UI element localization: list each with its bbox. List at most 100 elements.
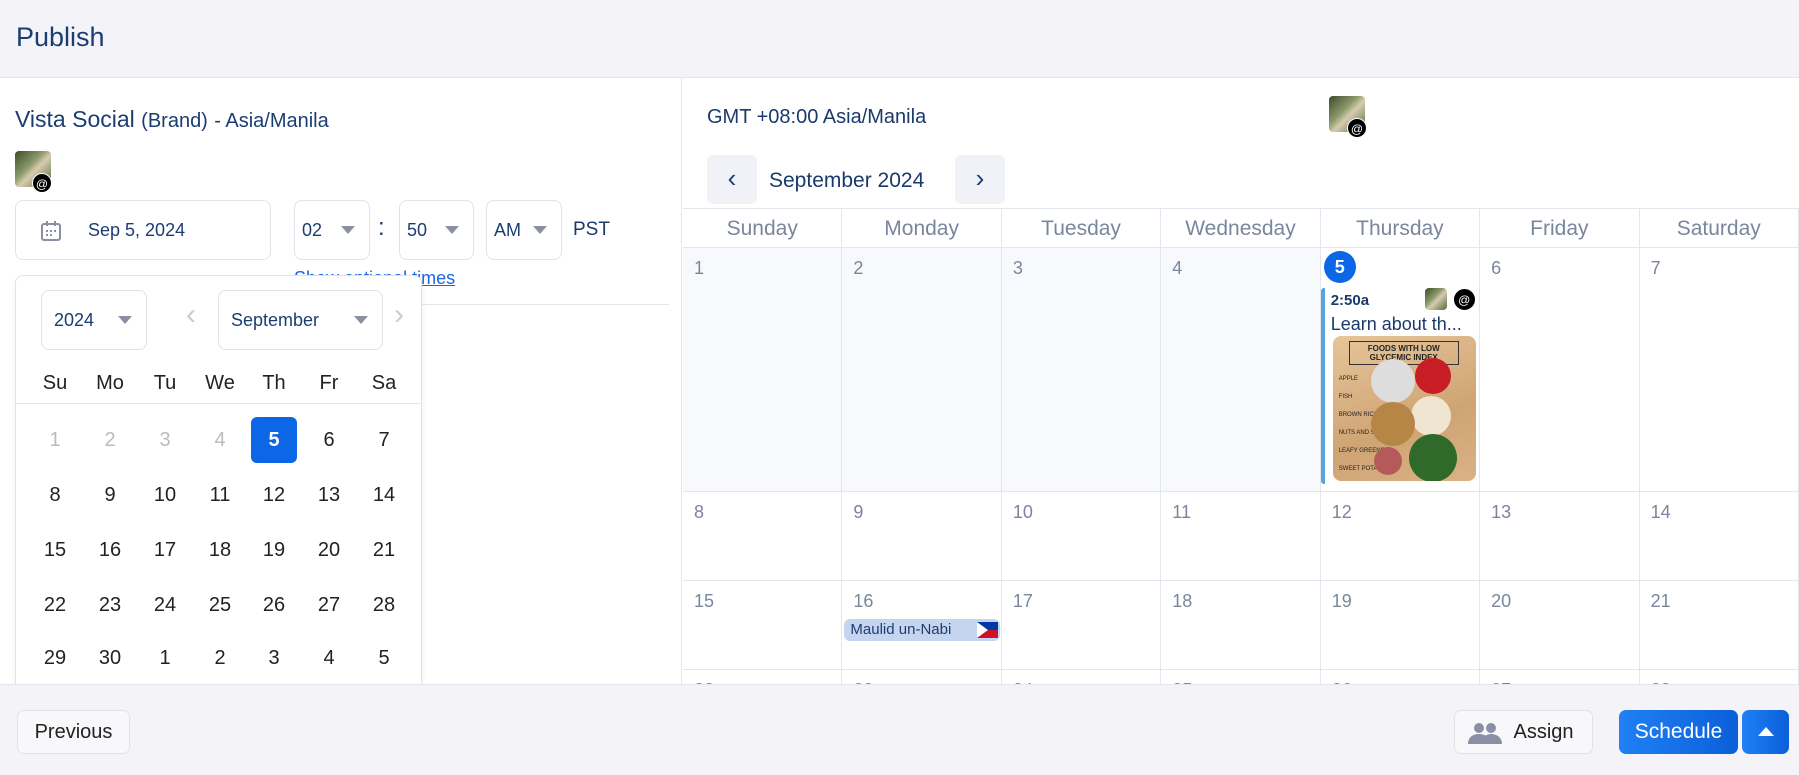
calendar-day-cell[interactable]: 22 <box>683 670 843 684</box>
day-cell: 2 <box>104 429 116 451</box>
day-cell[interactable]: 7 <box>378 429 390 451</box>
day-cell[interactable]: 28 <box>372 594 396 616</box>
schedule-panel: Vista Social (Brand) - Asia/Manila @ Sep… <box>0 78 682 695</box>
calendar-day-cell[interactable]: 28 <box>1640 670 1799 684</box>
calendar-day-cell[interactable]: 6 <box>1480 248 1640 492</box>
day-cell[interactable]: 27 <box>317 594 341 616</box>
prev-month-button[interactable]: ‹ <box>186 298 196 331</box>
day-cell[interactable]: 19 <box>262 539 286 561</box>
calendar-day-cell[interactable]: 21 <box>1639 581 1799 670</box>
calendar-day-cell[interactable]: 11 <box>1161 492 1321 581</box>
calendar-day-cell[interactable]: 26 <box>1321 670 1481 684</box>
day-cell[interactable]: 24 <box>153 594 177 616</box>
day-cell[interactable]: 13 <box>317 484 341 506</box>
weekday-header: Tuesday <box>1001 208 1162 248</box>
hour-select[interactable]: 02 <box>294 200 370 260</box>
day-cell[interactable]: 11 <box>209 484 231 506</box>
calendar-day-cell[interactable]: 4 <box>1161 248 1321 492</box>
weekday-header: Wednesday <box>1161 208 1321 248</box>
day-cell: 4 <box>214 429 226 451</box>
day-number: 7 <box>1650 258 1661 278</box>
calendar-day-cell[interactable]: 17 <box>1001 581 1162 670</box>
calendar-day-cell[interactable]: 19 <box>1320 581 1481 670</box>
date-value: Sep 5, 2024 <box>88 220 186 240</box>
calendar-day-cell[interactable]: 10 <box>1001 492 1162 581</box>
day-cell[interactable]: 25 <box>208 594 232 616</box>
ampm-value: AM <box>494 220 521 240</box>
day-cell[interactable]: 21 <box>372 539 396 561</box>
minute-select[interactable]: 50 <box>399 200 474 260</box>
calendar-day-cell[interactable]: 8 <box>683 492 843 581</box>
calendar-day-cell[interactable]: 20 <box>1480 581 1640 670</box>
weekday-header: Friday <box>1480 208 1640 248</box>
day-cell[interactable]: 10 <box>153 484 177 506</box>
day-number: 26 <box>1332 680 1352 684</box>
day-cell[interactable]: 5 <box>378 647 390 669</box>
calendar-day-cell[interactable]: 25 <box>1161 670 1321 684</box>
day-cell[interactable]: 3 <box>268 647 280 669</box>
calendar-day-cell[interactable]: 2 <box>842 248 1002 492</box>
calendar-day-cell[interactable]: 1 <box>683 248 843 492</box>
day-cell[interactable]: 16 <box>98 539 122 561</box>
day-cell[interactable]: 22 <box>43 594 67 616</box>
hour-value: 02 <box>302 220 323 240</box>
ampm-select[interactable]: AM <box>486 200 562 260</box>
day-cell[interactable]: 9 <box>104 484 116 506</box>
holiday-label: Maulid un-Nabi <box>850 621 952 638</box>
day-cell[interactable]: 18 <box>208 539 232 561</box>
calendar-day-cell[interactable]: 27 <box>1480 670 1640 684</box>
day-cell[interactable]: 6 <box>323 429 335 451</box>
day-cell[interactable]: 26 <box>262 594 286 616</box>
assign-button[interactable]: Assign <box>1454 710 1593 754</box>
calendar-day-cell[interactable]: 15 <box>683 581 843 670</box>
month-select[interactable]: September <box>218 290 383 350</box>
day-cell[interactable]: 2 <box>214 647 226 669</box>
calendar-day-cell[interactable]: 24 <box>1002 670 1162 684</box>
previous-button[interactable]: Previous <box>17 710 130 754</box>
calendar-day-cell[interactable]: 12 <box>1320 492 1481 581</box>
day-cell[interactable]: 8 <box>49 484 61 506</box>
weekday-label: Sa <box>371 372 397 394</box>
day-cell[interactable]: 30 <box>98 647 122 669</box>
header: Publish <box>0 0 1799 78</box>
day-cell[interactable]: 15 <box>43 539 67 561</box>
weekday-header: Sunday <box>683 208 843 248</box>
day-cell[interactable]: 1 <box>159 647 171 669</box>
chevron-down-icon <box>341 226 355 234</box>
prev-month-button[interactable]: ‹ <box>707 155 757 204</box>
calendar-day-cell[interactable]: 13 <box>1480 492 1640 581</box>
calendar-day-cell[interactable]: 3 <box>1001 248 1162 492</box>
schedule-options-button[interactable] <box>1742 710 1789 754</box>
calendar-day-cell[interactable]: 9 <box>842 492 1002 581</box>
day-cell[interactable]: 23 <box>98 594 122 616</box>
schedule-button[interactable]: Schedule <box>1619 710 1738 754</box>
calendar-day-cell[interactable]: 14 <box>1639 492 1799 581</box>
day-cell[interactable]: 4 <box>323 647 335 669</box>
day-cell[interactable]: 14 <box>372 484 396 506</box>
day-number: 3 <box>1012 258 1023 278</box>
chevron-down-icon <box>533 226 547 234</box>
day-cell[interactable]: 17 <box>153 539 177 561</box>
day-cell[interactable]: 5 <box>251 417 297 463</box>
next-month-button[interactable]: › <box>955 155 1005 204</box>
time-separator: : <box>378 214 385 241</box>
timezone-label: PST <box>573 219 610 240</box>
calendar-day-cell[interactable]: 16 Maulid un-Nabi <box>842 581 1002 670</box>
calendar-day-cell[interactable]: 5 2:50a @ Learn about th... FOODS WITH LOW G… <box>1320 248 1481 492</box>
chevron-down-icon <box>118 316 132 324</box>
image-item-label: FISH <box>1338 394 1353 400</box>
year-select[interactable]: 2024 <box>41 290 147 350</box>
day-cell[interactable]: 12 <box>262 484 286 506</box>
calendar-day-cell[interactable]: 18 <box>1161 581 1321 670</box>
date-input[interactable]: Sep 5, 2024 <box>15 200 271 260</box>
day-cell[interactable]: 20 <box>317 539 341 561</box>
day-cell[interactable]: 29 <box>43 647 67 669</box>
day-number: 16 <box>853 591 874 611</box>
calendar-day-cell[interactable]: 7 <box>1639 248 1799 492</box>
brand-type: (Brand) <box>141 110 208 132</box>
calendar-day-cell[interactable]: 23 <box>842 670 1002 684</box>
day-number: 4 <box>1172 258 1183 278</box>
holiday-badge[interactable]: Maulid un-Nabi <box>844 619 1001 641</box>
next-month-button[interactable]: › <box>394 298 404 331</box>
scheduled-post[interactable]: 2:50a @ Learn about th... FOODS WITH LOW GL… <box>1320 288 1477 484</box>
